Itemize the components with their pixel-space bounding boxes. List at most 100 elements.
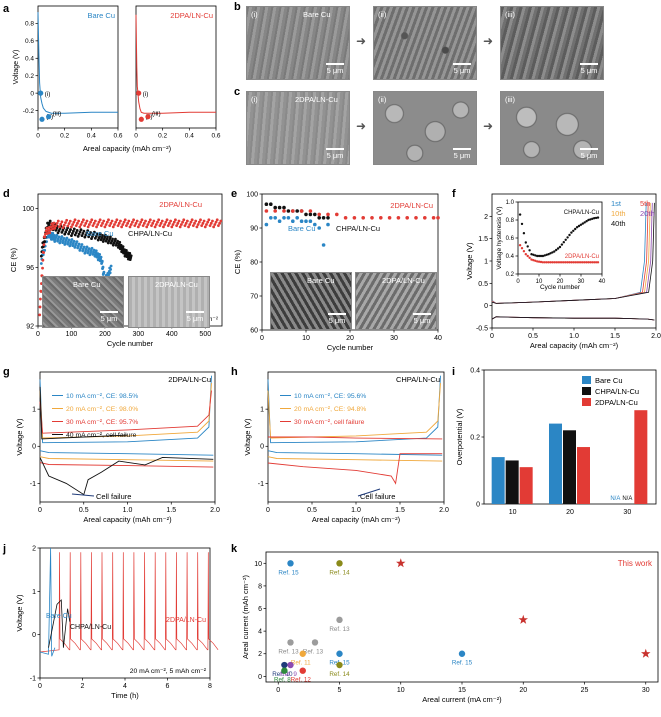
ce-point	[54, 224, 58, 228]
ce-point	[361, 216, 366, 220]
ce-point	[142, 221, 146, 225]
ce-point	[84, 233, 88, 237]
ce-point	[89, 249, 93, 252]
scale-bar: 5 μm	[186, 311, 204, 323]
ce-point	[387, 216, 392, 220]
ce-point	[217, 224, 220, 228]
ce-point	[109, 264, 113, 268]
ce-point	[414, 216, 418, 220]
ref-label: Ref. 9	[280, 671, 297, 678]
y-tick-label: 2	[258, 651, 262, 658]
ce-point	[50, 222, 54, 226]
ce-point	[86, 251, 90, 255]
legend-entry: 30 mA cm⁻², CE: 95.7%	[66, 419, 138, 426]
ce-point	[140, 218, 144, 222]
plot-frame	[37, 5, 119, 129]
x-tick-label: 0	[134, 133, 138, 140]
sem-inset-d-dpa: 2DPA/LN-Cu 5 μm	[128, 276, 210, 328]
ce-point	[64, 221, 67, 225]
x-tick-label: 400	[166, 331, 178, 338]
x-tick-label: 20	[519, 687, 527, 694]
state-label: (i)	[45, 91, 51, 98]
ce-point	[138, 223, 141, 226]
ce-point	[57, 235, 61, 239]
replicate-point	[582, 443, 586, 447]
ce-point	[82, 218, 85, 222]
x-tick-label: 0	[260, 335, 264, 342]
ce-point	[39, 290, 43, 293]
ref-label: Ref. 15	[452, 660, 473, 667]
ce-point	[101, 221, 104, 225]
hysteresis-point	[566, 261, 569, 264]
hysteresis-point	[594, 261, 598, 264]
x-tick-label: 2.0	[210, 507, 220, 514]
x-tick-label: 5	[338, 687, 342, 694]
ce-point	[104, 239, 108, 243]
panel-label-d: d	[3, 188, 10, 200]
ce-point	[57, 229, 61, 232]
ce-point	[405, 216, 410, 220]
hysteresis-point	[591, 261, 594, 264]
x-tick-label: 6	[166, 683, 170, 690]
ce-point	[47, 226, 51, 229]
scale-bar: 5 μm	[580, 148, 598, 160]
ce-point	[197, 220, 201, 224]
ce-point	[58, 241, 62, 245]
series-label: Bare Cu	[86, 229, 114, 238]
x-tick-label: 0.2	[60, 133, 69, 140]
ce-point	[74, 224, 78, 228]
legend-entry: 20 mA cm⁻², CE: 94.8%	[294, 406, 366, 413]
y-tick-label: 0	[32, 632, 36, 639]
ce-point	[291, 219, 295, 223]
ce-point	[321, 216, 326, 220]
x-tick-label: 1.5	[395, 507, 405, 514]
sem-tag: (i)	[251, 95, 258, 104]
state-marker	[46, 114, 52, 120]
panel-label-c: c	[234, 86, 241, 98]
x-axis-label: Areal current (mA cm⁻²)	[422, 695, 502, 704]
voltage-curve	[267, 456, 443, 462]
ce-point	[195, 225, 199, 229]
ce-point	[148, 218, 152, 222]
legend-entry: CHPA/LN-Cu	[595, 387, 639, 396]
ce-point	[308, 212, 313, 217]
ce-point	[80, 220, 84, 224]
hysteresis-point	[562, 241, 565, 244]
ref-label: Ref. 8	[274, 677, 291, 684]
x-tick-label: 10	[397, 687, 405, 694]
ce-point	[175, 224, 178, 228]
ce-point	[282, 205, 286, 210]
ce-point	[214, 220, 218, 224]
plot-title: 2DPA/LN-Cu	[168, 375, 211, 384]
ce-point	[42, 251, 46, 255]
y-tick-label: 1	[260, 407, 264, 414]
panel-label-g: g	[3, 366, 10, 378]
ce-point	[114, 237, 117, 241]
hysteresis-point	[526, 245, 529, 248]
sem-title: Bare Cu	[307, 276, 335, 285]
ce-point	[87, 223, 91, 226]
panel-label-k: k	[231, 543, 238, 555]
x-tick-label: 25	[581, 687, 589, 694]
voltage-curve	[48, 599, 71, 648]
ref-point	[299, 667, 306, 674]
ce-point	[103, 235, 107, 239]
ce-point	[109, 221, 113, 225]
ce-point	[90, 218, 94, 222]
ce-point	[135, 219, 139, 223]
ce-point	[65, 218, 69, 222]
hysteresis-point	[560, 243, 564, 246]
ce-point	[164, 220, 168, 224]
hysteresis-point	[596, 216, 600, 219]
x-tick-label: 10	[302, 335, 310, 342]
this-work-star	[518, 614, 528, 624]
hysteresis-point	[543, 254, 546, 257]
ce-point	[127, 219, 131, 223]
ce-point	[123, 218, 127, 222]
ref-label: Ref. 11	[291, 660, 311, 667]
ce-point	[77, 232, 81, 236]
ce-point	[98, 232, 102, 236]
ce-point	[55, 222, 59, 225]
ce-point	[97, 236, 101, 240]
